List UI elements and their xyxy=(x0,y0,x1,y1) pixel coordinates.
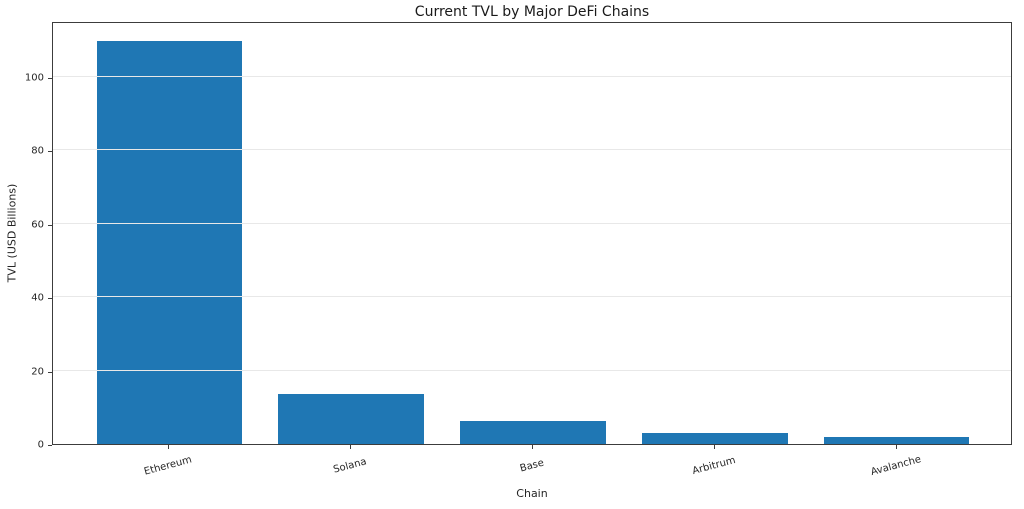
plot-area xyxy=(52,22,1012,445)
gridline-y-20 xyxy=(53,369,1011,371)
x-tick-label-base: Base xyxy=(518,457,546,475)
chart-title: Current TVL by Major DeFi Chains xyxy=(414,4,650,20)
x-axis-label: Chain xyxy=(516,487,548,500)
gridline-y-100 xyxy=(53,75,1011,77)
x-tick-label-solana: Solana xyxy=(332,456,368,476)
y-tick-label: 20 xyxy=(31,366,44,378)
x-tick-mark xyxy=(168,445,170,449)
x-tick-label-arbitrum: Arbitrum xyxy=(691,454,737,478)
y-tick-mark xyxy=(48,298,52,300)
bar-arbitrum xyxy=(642,432,788,444)
y-tick-mark xyxy=(48,151,52,153)
x-tick-mark xyxy=(532,445,533,449)
y-tick-label: 100 xyxy=(24,72,44,84)
bar-base xyxy=(460,421,606,444)
x-tick-mark xyxy=(350,445,352,449)
bar-solana xyxy=(278,394,424,444)
x-tick-label-ethereum: Ethereum xyxy=(143,454,194,478)
y-axis-label: TVL (USD Billions) xyxy=(5,183,19,283)
y-tick-mark xyxy=(48,77,52,79)
x-tick-label-avalanche: Avalanche xyxy=(869,454,922,478)
y-tick-label: 80 xyxy=(31,145,44,157)
y-tick-label: 60 xyxy=(31,219,44,231)
bar-avalanche xyxy=(823,437,970,444)
y-tick-label: 40 xyxy=(31,292,44,304)
gridline-y-40 xyxy=(53,296,1011,298)
y-tick-mark xyxy=(48,371,52,373)
y-tick-mark xyxy=(48,445,52,446)
x-tick-mark xyxy=(713,445,715,449)
y-tick-mark xyxy=(48,224,52,226)
bar-ethereum xyxy=(96,41,243,444)
x-tick-mark xyxy=(895,445,897,449)
gridline-y-80 xyxy=(53,149,1011,151)
gridline-y-60 xyxy=(53,222,1011,224)
y-tick-label: 0 xyxy=(37,439,44,451)
